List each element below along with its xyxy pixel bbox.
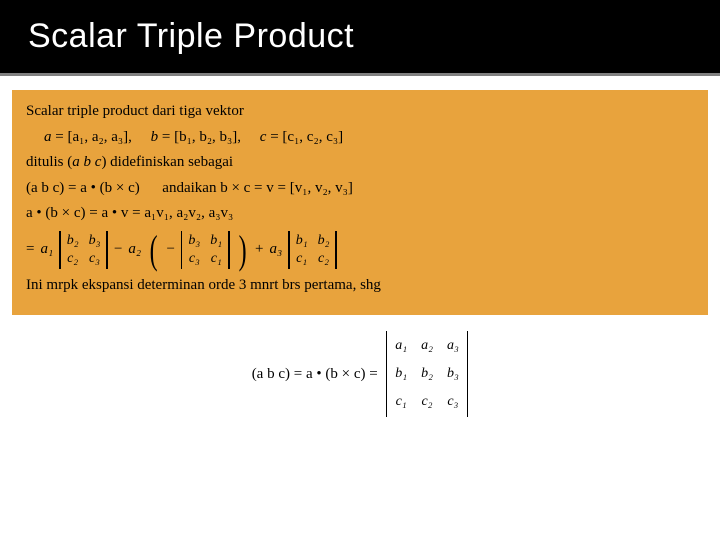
det-3x3: a₁ a₂ a₃ b₁ b₂ b₃ c₁ c₂ c₃ — [386, 331, 469, 417]
vec-a: [a₁, a₂, a₃], — [67, 129, 131, 145]
dot-cross-line: (a b c) = a • (b × c) andaikan b × c = v… — [26, 179, 694, 199]
vec-c: [c₁, c₂, c₃] — [282, 129, 343, 145]
determinant-expansion: = a₁ b₂ b₃ c₂ c₃ − a₂ ( − b₃ b₁ c₃ c₁ — [26, 230, 694, 270]
det-3: b₁ b₂ c₁ c₂ — [288, 231, 337, 269]
rhs-suppose: andaikan b × c = v = [v₁, v₂, v₃] — [162, 180, 353, 196]
lower-area: (a b c) = a • (b × c) = a₁ a₂ a₃ b₁ b₂ b… — [0, 327, 720, 421]
paren-right: ) — [238, 230, 246, 270]
plus-1: + — [255, 241, 263, 258]
coef-a2: a₂ — [128, 241, 141, 258]
definition-line: ditulis (a b c) didefiniskan sebagai — [26, 153, 694, 173]
vec-c-label: c — [260, 129, 267, 145]
vector-definitions: a = [a₁, a₂, a₃], b = [b₁, b₂, b₃], c = … — [26, 128, 694, 148]
lhs-dot-cross: (a b c) = a • (b × c) — [26, 180, 140, 196]
eq-lead: = — [26, 241, 34, 258]
paren-left: ( — [150, 230, 158, 270]
abc-ital: a b c — [72, 154, 101, 170]
vec-b: [b₁, b₂, b₃], — [174, 129, 241, 145]
title-band: Scalar Triple Product — [0, 0, 720, 76]
lower-formula: (a b c) = a • (b × c) = a₁ a₂ a₃ b₁ b₂ b… — [242, 327, 479, 421]
content-box: Scalar triple product dari tiga vektor a… — [12, 90, 708, 315]
lower-lhs: (a b c) = a • (b × c) = — [252, 366, 378, 383]
minus-1: − — [114, 241, 122, 258]
coef-a3: a₃ — [269, 241, 282, 258]
page-title: Scalar Triple Product — [28, 17, 354, 56]
det-2: b₃ b₁ c₃ c₁ — [181, 231, 230, 269]
det-1: b₂ b₃ c₂ c₃ — [59, 231, 108, 269]
vec-a-label: a — [44, 129, 52, 145]
vec-b-label: b — [151, 129, 159, 145]
written-as-pre: ditulis ( — [26, 154, 72, 170]
coef-a1: a₁ — [40, 241, 53, 258]
closing-line: Ini mrpk ekspansi determinan orde 3 mnrt… — [26, 276, 694, 296]
neg-sign: − — [166, 241, 174, 258]
av-line: a • (b × c) = a • v = a₁v₁, a₂v₂, a₃v₃ — [26, 204, 694, 224]
intro-line: Scalar triple product dari tiga vektor — [26, 102, 694, 122]
written-as-post: ) didefiniskan sebagai — [101, 154, 233, 170]
